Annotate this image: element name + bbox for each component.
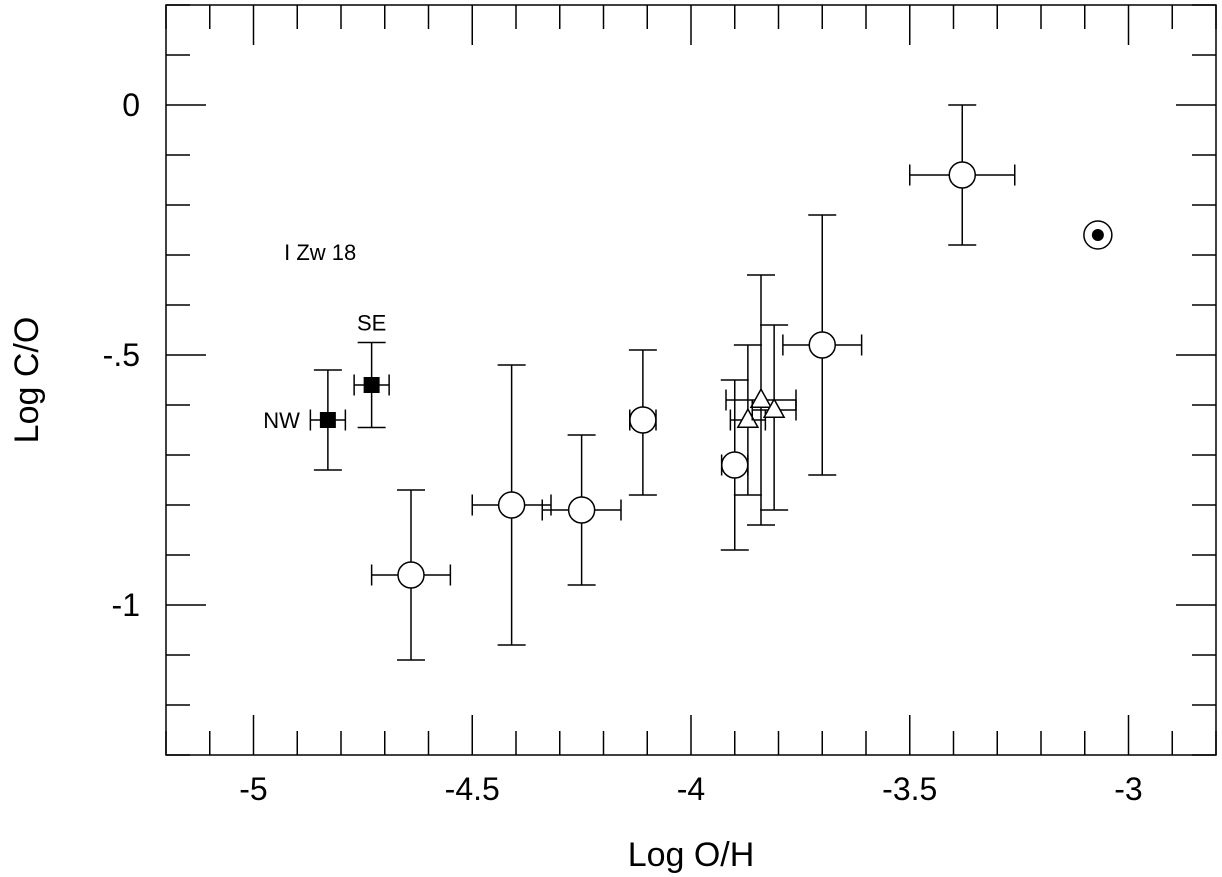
open-circle-marker [948,161,976,189]
data-point [782,214,863,476]
open-circle-marker [497,491,526,519]
y-axis-title: Log C/O [8,317,46,444]
point-label: NW [263,408,300,433]
axis-tick-labels: -5 -4.5 -4 -3.5 -3 0 -.5 -1 [103,87,1143,807]
x-tick-label: -3.5 [882,771,937,807]
data-point: NW [263,369,347,471]
x-tick-label: -4 [677,771,705,807]
data-point [541,434,622,586]
filled-square-marker [363,377,380,393]
x-tick-label: -5 [239,771,267,807]
open-circle-marker [397,561,425,589]
data-point [471,364,552,646]
data-point [720,379,749,551]
open-circle-marker [808,331,836,359]
data-point [729,344,767,496]
data-point: SE [353,311,390,429]
open-circle-marker [629,406,657,434]
annotations: I Zw 18 [284,240,356,265]
point-label: SE [357,311,386,336]
sun-symbol-dot [1091,229,1104,241]
open-triangle-marker [749,387,773,408]
data-point [909,104,1016,246]
filled-square-marker [319,412,336,428]
data-point [1083,220,1113,250]
x-tick-label: -4.5 [445,771,500,807]
data-point [751,324,797,511]
open-triangle-marker [762,397,786,418]
axis-ticks [165,4,1217,756]
y-tick-label: -.5 [103,337,140,373]
data-point [370,489,452,661]
data-point [628,349,657,496]
x-axis-title: Log O/H [628,836,755,874]
open-triangle-marker [736,407,760,428]
x-tick-label: -3 [1114,771,1142,807]
y-tick-label: 0 [122,87,140,123]
open-circle-marker [721,451,749,479]
data-points: NW SE [263,104,1113,661]
open-circle-marker [567,496,596,524]
chart-annotation: I Zw 18 [284,240,356,265]
data-point [725,274,797,526]
plot-frame [165,4,1217,756]
y-tick-label: -1 [112,587,140,623]
